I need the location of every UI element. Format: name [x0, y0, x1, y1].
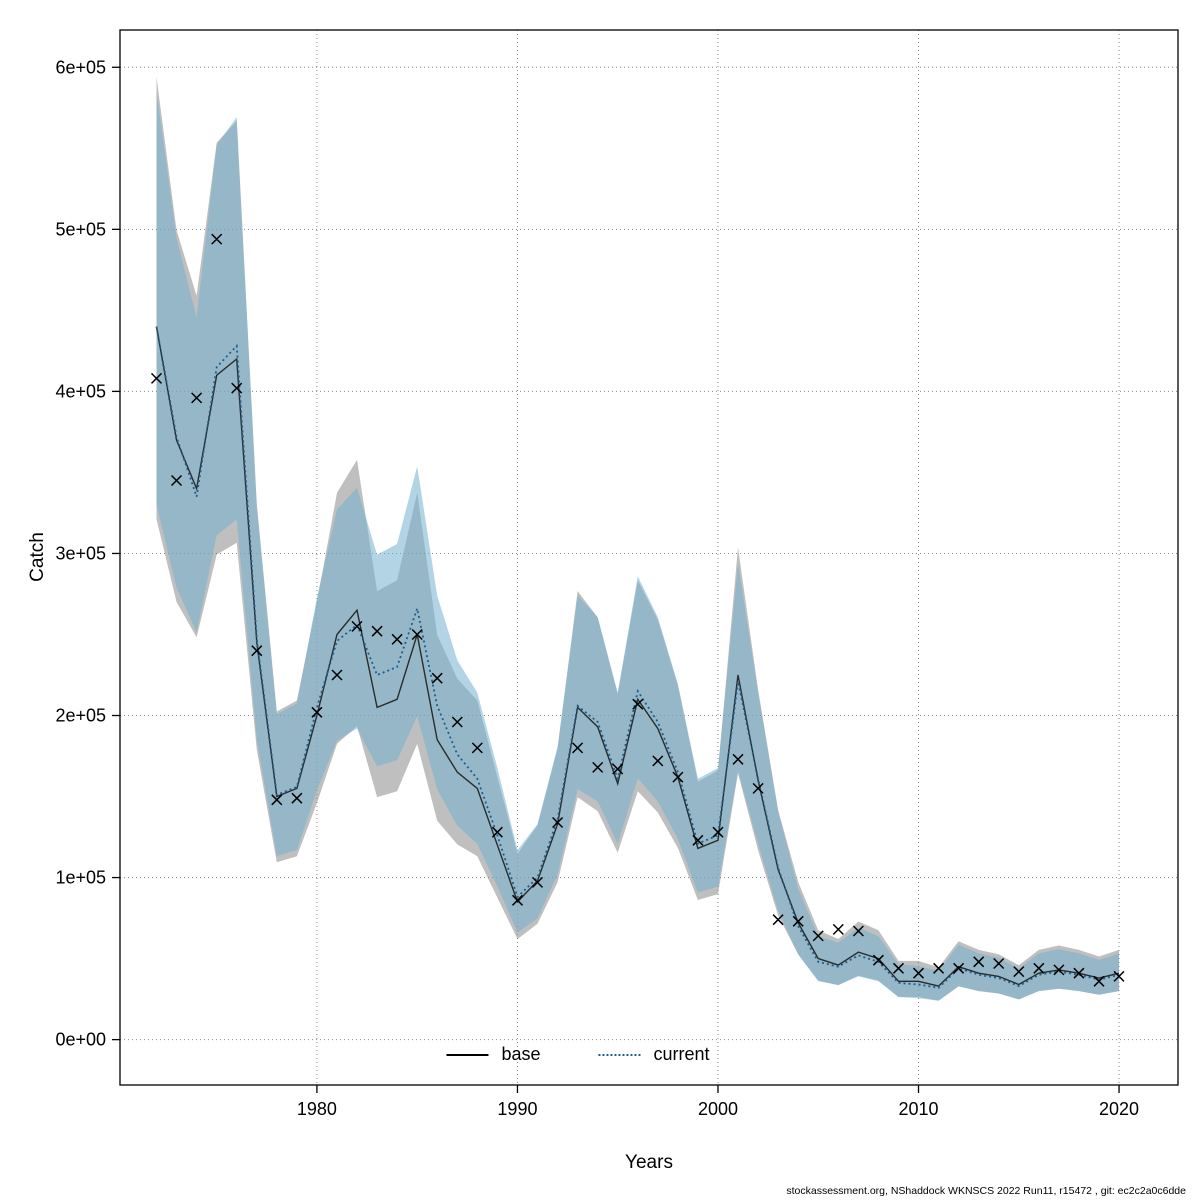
y-tick-label: 5e+05 [55, 219, 106, 239]
footer-credit: stockassessment.org, NShaddock WKNSCS 20… [786, 1185, 1186, 1197]
base-line [155, 326, 1120, 987]
y-tick-label: 2e+05 [55, 706, 106, 726]
current-confidence-band [156, 91, 1119, 1001]
x-tick-label: 2010 [898, 1099, 938, 1119]
y-axis-title: Catch [27, 532, 48, 582]
current-line [155, 326, 1120, 989]
y-tick-label: 0e+00 [55, 1030, 106, 1050]
x-tick-label: 1980 [297, 1099, 337, 1119]
observed-catch-markers [150, 233, 1125, 987]
x-tick-label: 2020 [1099, 1099, 1139, 1119]
legend-entry-current: current [598, 1044, 710, 1065]
plot-border [119, 29, 1179, 1086]
y-tick-label: 1e+05 [55, 868, 106, 888]
legend-label-current: current [653, 1044, 710, 1064]
y-tick-label: 4e+05 [55, 381, 106, 401]
x-tick-label: 1990 [497, 1099, 537, 1119]
x-axis-title: Years [625, 1152, 673, 1173]
x-tick-label: 2000 [698, 1099, 738, 1119]
base-confidence-band [156, 77, 1119, 1001]
base-line-swatch-icon [446, 1053, 489, 1056]
legend-label-base: base [501, 1044, 541, 1064]
y-tick-label: 3e+05 [55, 543, 106, 563]
current-line-swatch-icon [598, 1053, 641, 1056]
y-tick-label: 6e+05 [55, 57, 106, 77]
legend-entry-base: base [446, 1044, 541, 1065]
legend: base current [446, 1044, 710, 1065]
